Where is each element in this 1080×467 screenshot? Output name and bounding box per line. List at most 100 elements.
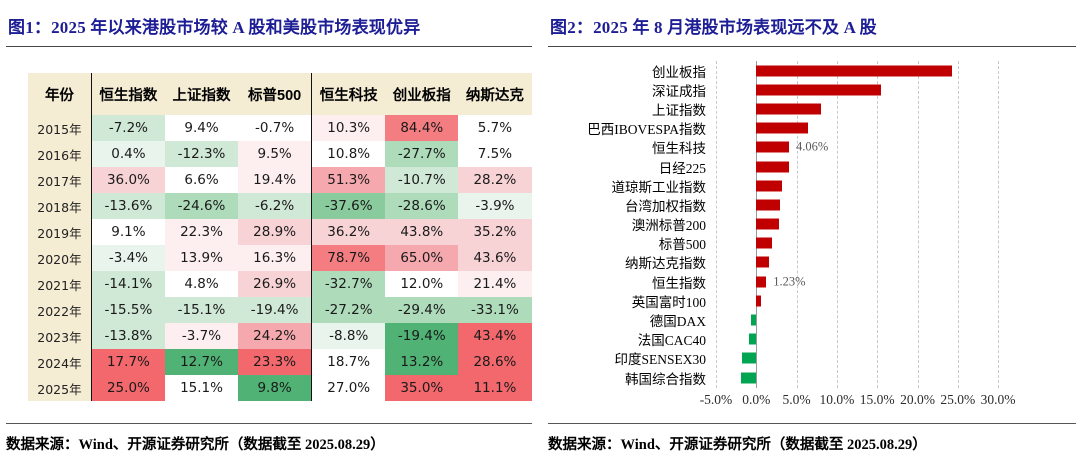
chart-row: 深证成指 [548, 80, 1076, 99]
table-cell: -15.1% [164, 297, 239, 323]
table-cell: 6.6% [164, 167, 239, 193]
category-label: 韩国综合指数 [625, 371, 706, 387]
table-row: 2024年 17.7% 12.7% 23.3% 18.7% 13.2% 28.6% [28, 349, 532, 375]
table-row: 2017年 36.0% 6.6% 19.4% 51.3% -10.7% 28.2% [28, 167, 532, 193]
table-cell: -37.6% [311, 193, 386, 219]
x-tick-label: 10.0% [819, 392, 855, 407]
category-label: 台湾加权指数 [625, 198, 706, 214]
table-cell: 10.8% [311, 141, 386, 167]
chart-row: 法国CAC40 [548, 330, 1076, 349]
figure2-source: 数据来源：Wind、开源证券研究所（数据截至 2025.08.29） [548, 423, 1076, 454]
gridline [796, 61, 798, 388]
category-label: 深证成指 [652, 83, 706, 99]
table-cell: -19.4% [238, 297, 312, 323]
plot-area [716, 119, 999, 138]
table-row: 2023年 -13.8% -3.7% 24.2% -8.8% -19.4% 43.4% [28, 323, 532, 349]
table-cell: -32.7% [311, 271, 386, 297]
x-tick-label: 15.0% [859, 392, 895, 407]
column-header: 纳斯达克 [458, 73, 532, 115]
bar-positive [756, 122, 808, 134]
plot-area [716, 99, 999, 118]
gridline [998, 61, 1000, 388]
table-row: 2016年 0.4% -12.3% 9.5% 10.8% -27.7% 7.5% [28, 141, 532, 167]
table-cell: 7.5% [458, 141, 532, 167]
gridline [716, 61, 717, 388]
table-cell: -27.2% [311, 297, 386, 323]
table-cell: 78.7% [311, 245, 386, 271]
column-header: 标普500 [238, 73, 312, 115]
table-cell: -7.2% [90, 115, 165, 141]
table-cell: 13.2% [385, 349, 459, 375]
plot-area [716, 176, 999, 195]
table-cell: 36.2% [311, 219, 386, 245]
table-cell: -6.2% [238, 193, 312, 219]
column-header: 创业板指 [385, 73, 459, 115]
table-row: 2015年 -7.2% 9.4% -0.7% 10.3% 84.4% 5.7% [28, 115, 532, 141]
chart-row: 恒生科技 4.06% [548, 138, 1076, 157]
table-cell: -28.6% [385, 193, 459, 219]
table-cell: -8.8% [311, 323, 386, 349]
column-header: 恒生指数 [90, 73, 165, 115]
chart-rows: 创业板指 深证成指 上证指数 巴西IBOVESPA指数 恒生科技 4.06% 日经225 道琼… [548, 61, 1076, 387]
plot-area [716, 330, 999, 349]
table-cell: 4.8% [164, 271, 239, 297]
table-row: 2022年 -15.5% -15.1% -19.4% -27.2% -29.4% -33.1… [28, 297, 532, 323]
bar-positive [756, 237, 773, 249]
table-cell: 25.0% [90, 375, 165, 401]
table-cell: 10.3% [311, 115, 386, 141]
performance-table-wrap: 年份 恒生指数 上证指数 标普500 恒生科技 创业板指 纳斯达克 2015年 -7.2% 9.… [28, 73, 532, 401]
plot-area [716, 215, 999, 234]
bar-positive [756, 295, 762, 307]
category-label: 上证指数 [652, 102, 706, 118]
row-year-label: 2025年 [28, 375, 92, 401]
table-cell: 9.4% [164, 115, 239, 141]
chart-row: 日经225 [548, 157, 1076, 176]
category-label: 道琼斯工业指数 [611, 179, 707, 195]
table-cell: 15.1% [164, 375, 239, 401]
table-cell: 18.7% [311, 349, 386, 375]
table-cell: 35.2% [458, 219, 532, 245]
table-cell: -3.9% [458, 193, 532, 219]
table-cell: 13.9% [164, 245, 239, 271]
chart-row: 道琼斯工业指数 [548, 176, 1076, 195]
performance-table: 年份 恒生指数 上证指数 标普500 恒生科技 创业板指 纳斯达克 2015年 -7.2% 9.… [28, 73, 532, 401]
table-cell: -33.1% [458, 297, 532, 323]
row-year-label: 2020年 [28, 245, 92, 271]
table-header-row: 年份 恒生指数 上证指数 标普500 恒生科技 创业板指 纳斯达克 [28, 73, 532, 115]
category-label: 标普500 [658, 237, 706, 253]
figure1-title: 图1：2025 年以来港股市场较 A 股和美股市场表现优异 [8, 18, 421, 37]
bar-negative [741, 352, 757, 364]
chart-row: 台湾加权指数 [548, 195, 1076, 214]
category-label: 澳洲标普200 [631, 218, 706, 234]
bar-chart: 创业板指 深证成指 上证指数 巴西IBOVESPA指数 恒生科技 4.06% 日经225 道琼… [548, 61, 1076, 388]
table-cell: 0.4% [90, 141, 165, 167]
figure2-title: 图2：2025 年 8 月港股市场表现远不及 A 股 [550, 18, 877, 37]
table-row: 2021年 -14.1% 4.8% 26.9% -32.7% 12.0% 21.4% [28, 271, 532, 297]
x-tick-label: -5.0% [699, 392, 733, 407]
table-cell: 65.0% [385, 245, 459, 271]
row-year-label: 2019年 [28, 219, 92, 245]
x-tick-label: 0.0% [742, 392, 771, 407]
chart-row: 纳斯达克指数 [548, 253, 1076, 272]
table-cell: 43.4% [458, 323, 532, 349]
category-label: 德国DAX [649, 314, 706, 330]
row-year-label: 2016年 [28, 141, 92, 167]
table-cell: 36.0% [90, 167, 165, 193]
chart-row: 澳洲标普200 [548, 215, 1076, 234]
x-tick-label: 5.0% [782, 392, 811, 407]
bar-value-label: 1.23% [773, 274, 806, 289]
category-label: 恒生指数 [652, 275, 706, 291]
table-cell: 23.3% [238, 349, 312, 375]
plot-area: 4.06% [716, 138, 999, 157]
chart-row: 印度SENSEX30 [548, 349, 1076, 368]
row-year-label: 2018年 [28, 193, 92, 219]
table-cell: 12.0% [385, 271, 459, 297]
gridline [917, 61, 919, 388]
bar-positive [756, 276, 767, 288]
gridline [836, 61, 838, 388]
gridline [957, 61, 959, 388]
table-cell: -24.6% [164, 193, 239, 219]
bar-negative [740, 372, 757, 384]
bar-positive [756, 256, 770, 268]
figure1-source: 数据来源：Wind、开源证券研究所（数据截至 2025.08.29） [6, 423, 532, 454]
